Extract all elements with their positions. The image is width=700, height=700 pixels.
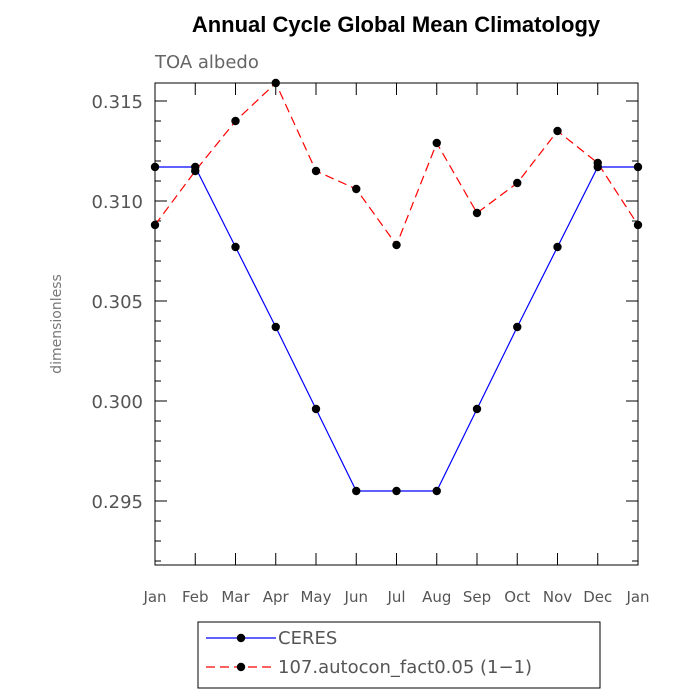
data-point bbox=[150, 162, 160, 172]
series-line bbox=[154, 81, 639, 247]
data-point bbox=[231, 116, 240, 126]
data-point bbox=[472, 404, 482, 414]
y-tick-label: 0.300 bbox=[91, 392, 143, 413]
data-point bbox=[352, 184, 361, 194]
series-line bbox=[155, 166, 638, 492]
y-tick-label: 0.295 bbox=[91, 492, 143, 513]
x-tick-label: Mar bbox=[221, 588, 250, 606]
series-2-markers bbox=[150, 78, 643, 250]
data-point bbox=[593, 158, 602, 168]
data-point bbox=[311, 166, 321, 176]
chart-subtitle: TOA albedo bbox=[154, 52, 259, 73]
x-tick-label: Jul bbox=[386, 588, 405, 606]
legend-marker bbox=[236, 662, 246, 672]
y-axis-label: dimensionless bbox=[49, 274, 65, 374]
legend-label: CERES bbox=[278, 628, 337, 649]
x-tick-label: Jan bbox=[625, 588, 649, 606]
data-point bbox=[633, 220, 643, 230]
y-tick-label: 0.315 bbox=[91, 92, 143, 113]
data-point bbox=[553, 126, 562, 136]
data-point bbox=[472, 208, 482, 218]
data-point bbox=[311, 404, 321, 414]
data-point bbox=[432, 138, 441, 148]
series-1 bbox=[155, 166, 638, 492]
x-tick-label: Feb bbox=[182, 588, 209, 606]
x-tick-label: Aug bbox=[422, 588, 451, 606]
x-tick-label: Apr bbox=[263, 588, 290, 606]
x-tick-label: Jun bbox=[344, 588, 368, 606]
data-point bbox=[392, 486, 401, 496]
data-point bbox=[191, 166, 200, 176]
legend: CERES 107.autocon_fact0.05 (1−1) bbox=[197, 621, 601, 689]
y-tick-label: 0.305 bbox=[91, 292, 143, 313]
chart-title: Annual Cycle Global Mean Climatology bbox=[192, 12, 601, 37]
series-1-markers bbox=[150, 162, 643, 496]
data-point bbox=[271, 322, 280, 332]
x-tick-label: Sep bbox=[463, 588, 491, 606]
data-point bbox=[553, 242, 562, 252]
legend-marker bbox=[236, 633, 246, 643]
x-tick-label: Nov bbox=[543, 588, 572, 606]
data-point bbox=[513, 322, 522, 332]
legend-label: 107.autocon_fact0.05 (1−1) bbox=[278, 657, 532, 678]
x-tick-label: Dec bbox=[583, 588, 612, 606]
data-point bbox=[633, 162, 643, 172]
data-point bbox=[352, 486, 361, 496]
data-point bbox=[392, 240, 401, 250]
data-point bbox=[271, 78, 280, 88]
x-tick-label: May bbox=[300, 588, 331, 606]
axes: 0.295 0.300 0.305 0.310 0.315 Jan Feb Mar Apr May… bbox=[91, 82, 650, 606]
data-point bbox=[231, 242, 240, 252]
legend-entry: 107.autocon_fact0.05 (1−1) bbox=[206, 657, 532, 678]
y-tick-label: 0.310 bbox=[91, 192, 143, 213]
data-point bbox=[513, 178, 522, 188]
data-point bbox=[432, 486, 441, 496]
data-point bbox=[150, 220, 160, 230]
series-2 bbox=[154, 81, 639, 247]
x-tick-label: Oct bbox=[504, 588, 530, 606]
series-layer bbox=[150, 78, 643, 496]
legend-entry: CERES bbox=[206, 628, 337, 649]
legend-box bbox=[197, 621, 601, 689]
x-tick-label: Jan bbox=[142, 588, 166, 606]
